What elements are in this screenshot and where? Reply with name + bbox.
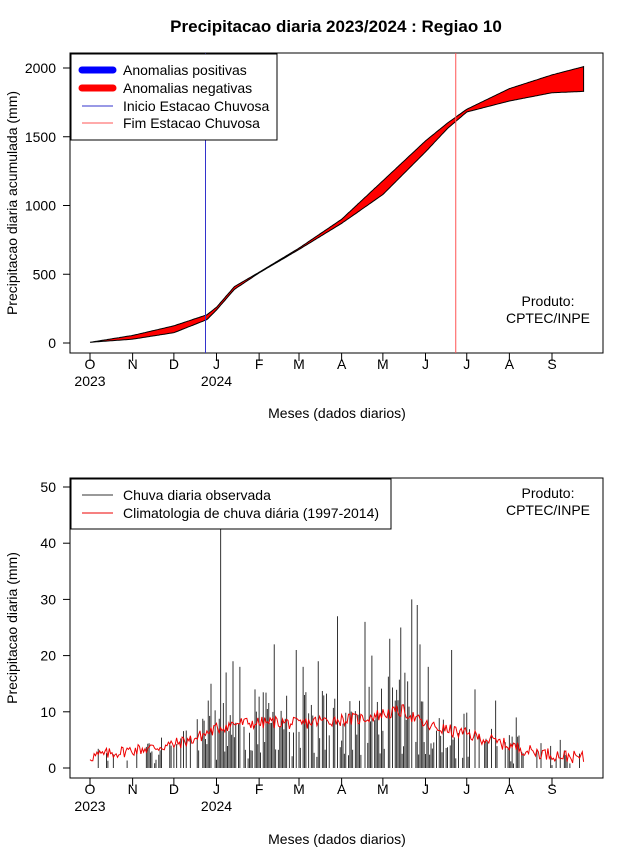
climatology-line — [89, 704, 585, 764]
x-year-label: 2023 — [74, 798, 105, 814]
x-tick-label: A — [505, 356, 515, 372]
x-tick-label: M — [293, 356, 305, 372]
legend-end-label: Fim Estacao Chuvosa — [123, 115, 260, 131]
daily-legend-box — [70, 478, 392, 530]
cumulative-product-label: Produto: — [522, 293, 575, 309]
x-tick-label: D — [169, 781, 179, 797]
x-tick-label: M — [377, 781, 389, 797]
x-year-label: 2023 — [74, 373, 105, 389]
x-tick-label: A — [505, 781, 515, 797]
daily-x-axis-label: Meses (dados diarios) — [268, 831, 406, 847]
legend-onset-label: Inicio Estacao Chuvosa — [123, 98, 270, 114]
legend-positive-label: Anomalias positivas — [123, 62, 247, 78]
x-tick-label: N — [128, 356, 138, 372]
y-tick-label: 500 — [33, 266, 57, 282]
y-tick-label: 50 — [40, 479, 56, 495]
x-tick-label: S — [547, 356, 556, 372]
legend-observed-label: Chuva diaria observada — [123, 487, 271, 503]
daily-bars-group — [97, 526, 580, 768]
cumulative-product-source: CPTEC/INPE — [506, 310, 590, 326]
daily-y-axis: 0 10 20 30 40 50 — [40, 479, 70, 776]
x-tick-label: J — [463, 781, 470, 797]
x-tick-label: J — [213, 356, 220, 372]
anomaly-area-group — [89, 65, 585, 343]
x-tick-label: O — [85, 356, 96, 372]
y-tick-label: 1000 — [25, 198, 56, 214]
y-tick-label: 0 — [48, 335, 56, 351]
cumulative-plot-frame — [69, 52, 604, 354]
y-tick-label: 0 — [48, 760, 56, 776]
cumulative-x-axis-label: Meses (dados diarios) — [268, 405, 406, 421]
daily-product-source: CPTEC/INPE — [506, 502, 590, 518]
x-tick-label: M — [377, 356, 389, 372]
x-tick-label: D — [169, 356, 179, 372]
y-tick-label: 2000 — [25, 60, 56, 76]
daily-y-axis-label: Precipitacao diaria (mm) — [4, 552, 20, 704]
x-tick-label: J — [422, 356, 429, 372]
y-tick-label: 1500 — [25, 129, 56, 145]
legend-climatology-label: Climatologia de chuva diária (1997-2014) — [123, 505, 379, 521]
x-tick-label: S — [547, 781, 556, 797]
x-tick-label: A — [337, 781, 347, 797]
x-tick-label: F — [255, 781, 264, 797]
negative-anomaly-area — [89, 65, 585, 343]
x-tick-label: J — [213, 781, 220, 797]
climatology-line-group — [89, 704, 585, 764]
cumulative-legend: Anomalias positivas Anomalias negativas … — [70, 53, 278, 141]
x-tick-label: F — [255, 356, 264, 372]
x-year-label: 2024 — [201, 798, 232, 814]
legend-negative-label: Anomalias negativas — [123, 80, 252, 96]
daily-product-label: Produto: — [522, 485, 575, 501]
y-tick-label: 20 — [40, 648, 56, 664]
y-tick-label: 10 — [40, 704, 56, 720]
cumulative-y-axis-label: Precipitacao diaria acumulada (mm) — [4, 91, 20, 315]
x-tick-label: A — [337, 356, 347, 372]
x-tick-label: J — [463, 356, 470, 372]
y-tick-label: 40 — [40, 535, 56, 551]
chart-title: Precipitacao diaria 2023/2024 : Regiao 1… — [170, 17, 502, 36]
x-tick-label: M — [293, 781, 305, 797]
x-year-label: 2024 — [201, 373, 232, 389]
x-tick-label: O — [85, 781, 96, 797]
cumulative-y-axis: 0 500 1000 1500 2000 — [25, 60, 70, 351]
daily-plot-frame — [69, 477, 604, 779]
x-tick-label: J — [422, 781, 429, 797]
y-tick-label: 30 — [40, 591, 56, 607]
x-tick-label: N — [128, 781, 138, 797]
daily-legend: Chuva diaria observada Climatologia de c… — [70, 478, 392, 530]
